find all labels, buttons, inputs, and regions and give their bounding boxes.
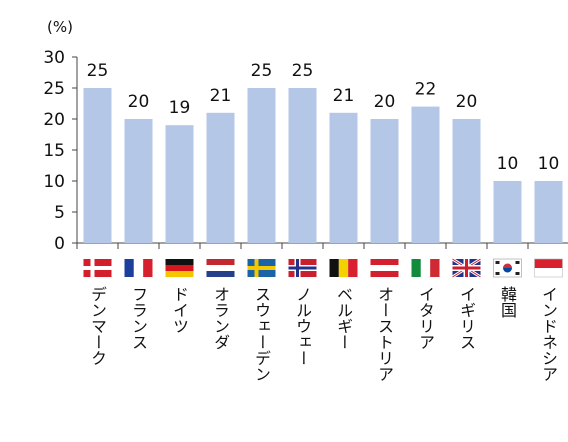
category-label: ドイツ [170, 286, 189, 334]
bar [493, 181, 522, 243]
category-label: ベルギー [334, 286, 353, 350]
belgium-flag-icon [329, 259, 358, 277]
category-label: オランダ [211, 286, 230, 350]
data-label: 25 [87, 61, 109, 81]
uk-flag-icon [451, 257, 482, 279]
y-tick-label: 0 [54, 234, 65, 254]
bar [288, 88, 317, 243]
category-label: スウェーデン [252, 286, 271, 382]
bar [247, 88, 276, 243]
data-label: 20 [456, 92, 478, 112]
korea-flag-icon [493, 258, 522, 278]
bar [370, 119, 399, 243]
data-label: 20 [128, 92, 150, 112]
category-label: 韓国 [498, 286, 517, 318]
bar [329, 112, 358, 243]
flags [83, 257, 563, 279]
bar [452, 119, 481, 243]
denmark-flag-icon [83, 259, 112, 277]
category-label: デンマーク [88, 286, 107, 366]
category-labels: デンマーク フランス ドイツ オランダ スウェーデン ノルウェー ベルギー オーストリア イタリ… [88, 286, 558, 382]
y-axis-unit-label: (%) [47, 18, 73, 36]
y-tick-label: 30 [43, 48, 65, 68]
y-tick-label: 15 [43, 141, 65, 161]
bar [534, 181, 563, 243]
data-label: 10 [538, 154, 560, 174]
data-label: 25 [292, 61, 314, 81]
netherlands-flag-icon [206, 259, 235, 277]
data-label: 19 [169, 98, 191, 118]
y-tick-label: 20 [43, 110, 65, 130]
data-label: 21 [210, 86, 232, 106]
data-label: 20 [374, 92, 396, 112]
germany-flag-icon [165, 259, 194, 277]
data-label: 10 [497, 154, 519, 174]
indonesia-flag-icon [534, 258, 563, 278]
y-tick-label: 10 [43, 172, 65, 192]
bar [83, 88, 112, 243]
sweden-flag-icon [247, 259, 276, 277]
category-label: フランス [129, 286, 148, 350]
data-label: 25 [251, 61, 273, 81]
bar [124, 119, 153, 243]
category-label: インドネシア [539, 286, 558, 382]
france-flag-icon [124, 259, 153, 277]
category-label: イタリア [416, 286, 435, 350]
italy-flag-icon [411, 259, 440, 277]
y-tick-label: 25 [43, 79, 65, 99]
data-label: 22 [415, 80, 437, 100]
data-label: 21 [333, 86, 355, 106]
austria-flag-icon [370, 259, 399, 277]
bar [165, 125, 194, 243]
category-label: イギリス [457, 286, 476, 350]
bars: 25 20 19 21 25 25 21 20 22 20 10 10 [83, 61, 563, 243]
norway-flag-icon [288, 259, 317, 277]
category-label: ノルウェー [293, 286, 312, 366]
bar [411, 106, 440, 243]
axes: 0 5 10 15 20 25 30 [43, 48, 568, 254]
category-label: オーストリア [375, 286, 394, 382]
y-tick-label: 5 [54, 203, 65, 223]
bar [206, 112, 235, 243]
